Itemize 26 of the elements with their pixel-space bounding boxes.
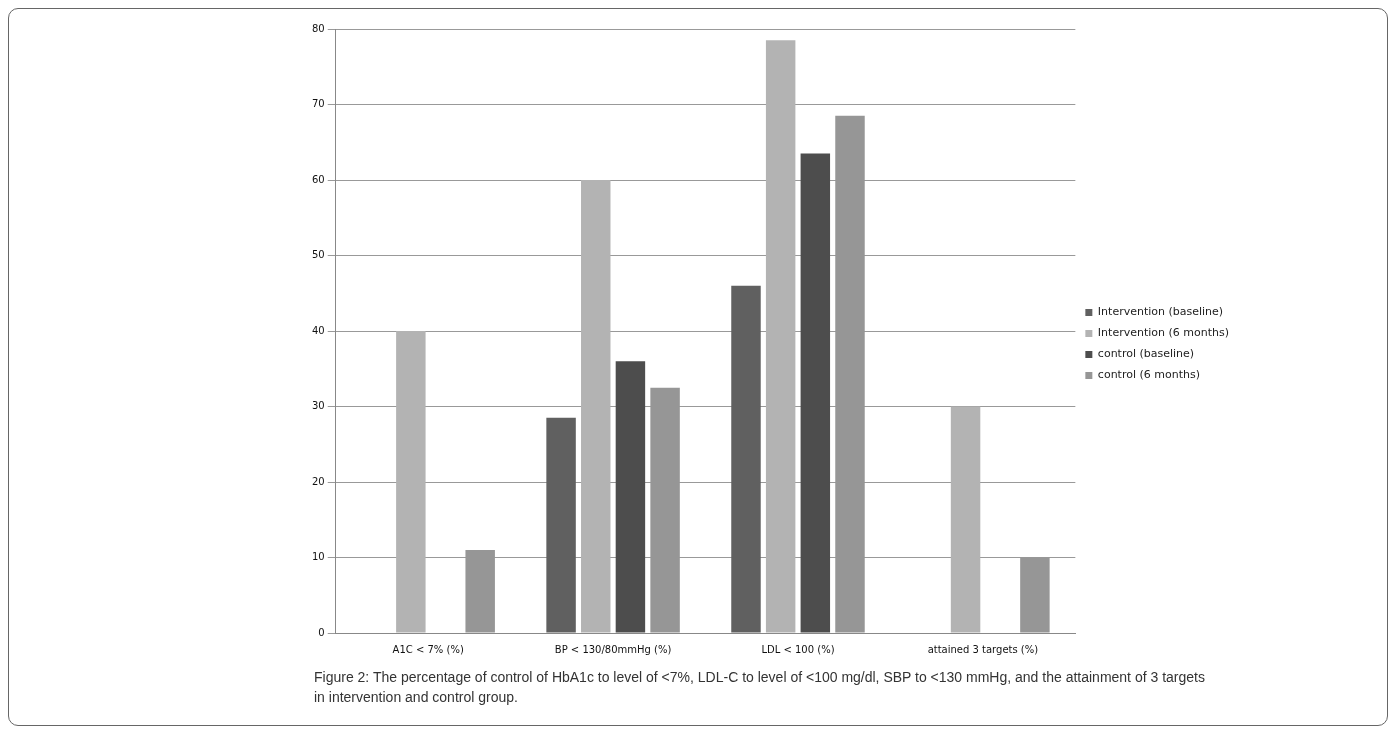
x-tick-label: attained 3 targets (%) (927, 643, 1039, 655)
bar (546, 417, 576, 633)
y-tick-label: 30 (311, 400, 325, 412)
bar (765, 40, 796, 633)
bar (731, 285, 761, 633)
legend-label: Intervention (6 months) (1097, 326, 1230, 340)
y-tick-label: 0 (318, 626, 325, 638)
x-tick-label: LDL < 100 (%) (761, 643, 835, 655)
bar (396, 331, 426, 633)
y-tick-label: 60 (311, 173, 325, 185)
bar (950, 406, 981, 633)
y-tick-label: 40 (311, 324, 325, 336)
y-tick-label: 50 (311, 249, 325, 261)
legend-label: control (6 months) (1097, 368, 1200, 382)
bar (615, 361, 646, 633)
x-tick-label: BP < 130/80mmHg (%) (554, 643, 672, 655)
bar (800, 153, 831, 633)
y-tick-label: 10 (311, 551, 325, 563)
x-tick-label: A1C < 7% (%) (392, 643, 464, 655)
bar (581, 180, 611, 633)
y-tick-label: 70 (311, 98, 325, 110)
legend-label: Intervention (baseline) (1097, 305, 1224, 319)
y-tick-label: 80 (311, 22, 325, 34)
caption: Figure 2: The percentage of control of HbA1c to level of <7%, LDL-C to level of <100 mg/dl, SBP to <130 mmHg, and the attainment of 3 targets in intervention and control group. (314, 668, 1206, 707)
y-tick-label: 20 (311, 475, 325, 487)
legend-label: control (baseline) (1097, 347, 1195, 361)
